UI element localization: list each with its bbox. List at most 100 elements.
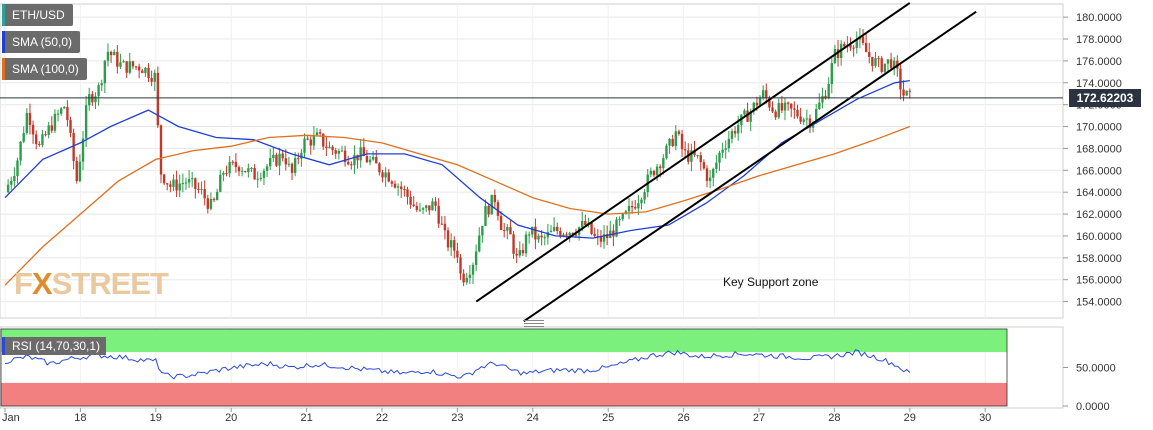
- candle-body: [50, 125, 53, 131]
- candle-body: [521, 250, 525, 254]
- candle-body: [290, 163, 294, 173]
- candle-body: [322, 133, 325, 147]
- candle-body: [478, 235, 481, 252]
- candle-body: [527, 234, 531, 236]
- legend-eth-usd[interactable]: ETH/USD: [2, 4, 73, 26]
- candle-body: [300, 152, 303, 159]
- candle-body: [406, 189, 409, 197]
- x-tick-label: 18: [74, 412, 86, 424]
- candle-body: [172, 179, 175, 187]
- candle-body: [16, 160, 19, 177]
- legend-rsi[interactable]: RSI (14,70,30,1): [2, 337, 107, 355]
- candle-body: [877, 58, 880, 60]
- channel-lower-line: [523, 10, 977, 323]
- candle-body: [758, 97, 762, 106]
- candle-body: [518, 250, 521, 256]
- candle-body: [272, 154, 275, 158]
- y-tick-label: 158.0000: [1076, 253, 1122, 265]
- candle-body: [677, 131, 681, 134]
- legend-color-swatch: [2, 31, 5, 53]
- candle-body: [590, 222, 593, 234]
- x-tick-label: 30: [979, 412, 991, 424]
- candle-body: [471, 264, 475, 275]
- candle-body: [543, 237, 546, 239]
- candle-body: [487, 205, 490, 215]
- candle-body: [799, 116, 802, 122]
- candle-body: [662, 158, 665, 169]
- candle-body: [630, 205, 634, 208]
- candle-body: [818, 102, 821, 110]
- candle-body: [353, 154, 356, 166]
- candle-body: [428, 205, 431, 211]
- candle-body: [103, 60, 107, 84]
- candle-body: [35, 134, 38, 144]
- candle-body: [371, 157, 375, 160]
- candle-body: [746, 110, 749, 122]
- candle-body: [640, 199, 643, 204]
- candle-body: [206, 198, 209, 209]
- candle-body: [38, 143, 41, 146]
- x-tick-label: 22: [376, 412, 388, 424]
- candle-body: [902, 89, 905, 96]
- candle-body: [347, 162, 350, 165]
- candle-body: [365, 156, 369, 163]
- candle-body: [412, 204, 415, 206]
- candle-body: [306, 138, 309, 140]
- y-tick-label: 154.0000: [1076, 297, 1122, 309]
- candle-body: [796, 109, 799, 117]
- candle-body: [777, 103, 780, 118]
- candle-body: [849, 44, 852, 48]
- candle-body: [28, 112, 32, 125]
- candle-body: [59, 108, 63, 114]
- candle-body: [584, 221, 587, 226]
- candle-body: [212, 199, 216, 201]
- candle-body: [484, 205, 487, 226]
- legend-sma-50[interactable]: SMA (50,0): [2, 31, 81, 53]
- candle-body: [559, 230, 562, 236]
- candle-body: [546, 232, 550, 238]
- candle-body: [602, 234, 606, 242]
- candle-body: [437, 205, 440, 224]
- candle-body: [549, 230, 553, 233]
- candle-body: [765, 90, 768, 99]
- candle-body: [465, 277, 468, 283]
- pane-resize-handle[interactable]: [524, 320, 544, 327]
- legend-sma-100[interactable]: SMA (100,0): [2, 58, 87, 80]
- candle-body: [724, 148, 727, 150]
- rsi-band-border: [0, 328, 1008, 407]
- candle-body: [634, 207, 637, 209]
- candle-body: [815, 109, 818, 123]
- candle-body: [22, 133, 25, 142]
- y-tick-label: 178.0000: [1076, 34, 1122, 46]
- rsi-oversold-zone: [1, 382, 1007, 406]
- candle-body: [228, 161, 231, 174]
- candle-body: [334, 150, 337, 154]
- candle-body: [175, 179, 178, 191]
- candle-body: [886, 59, 890, 64]
- candle-body: [284, 158, 287, 165]
- candle-body: [44, 134, 47, 136]
- candle-body: [128, 61, 131, 73]
- candle-body: [790, 103, 793, 109]
- candle-body: [621, 213, 624, 220]
- candle-body: [824, 95, 827, 99]
- candle-body: [874, 58, 877, 66]
- candle-body: [156, 72, 160, 126]
- candle-body: [10, 181, 13, 185]
- candle-body: [431, 201, 434, 211]
- candle-body: [627, 205, 631, 212]
- rsi-line: [4, 349, 911, 380]
- candle-body: [81, 138, 85, 162]
- candle-body: [637, 203, 640, 209]
- candle-body: [509, 226, 512, 235]
- candle-body: [159, 125, 163, 175]
- candle-body: [340, 150, 344, 152]
- candle-body: [864, 42, 868, 53]
- candle-body: [240, 171, 244, 173]
- x-tick-label: 20: [225, 412, 237, 424]
- candle-body: [453, 240, 456, 251]
- candle-body: [350, 164, 353, 166]
- candle-body: [403, 189, 406, 191]
- x-tick-label: 26: [677, 412, 689, 424]
